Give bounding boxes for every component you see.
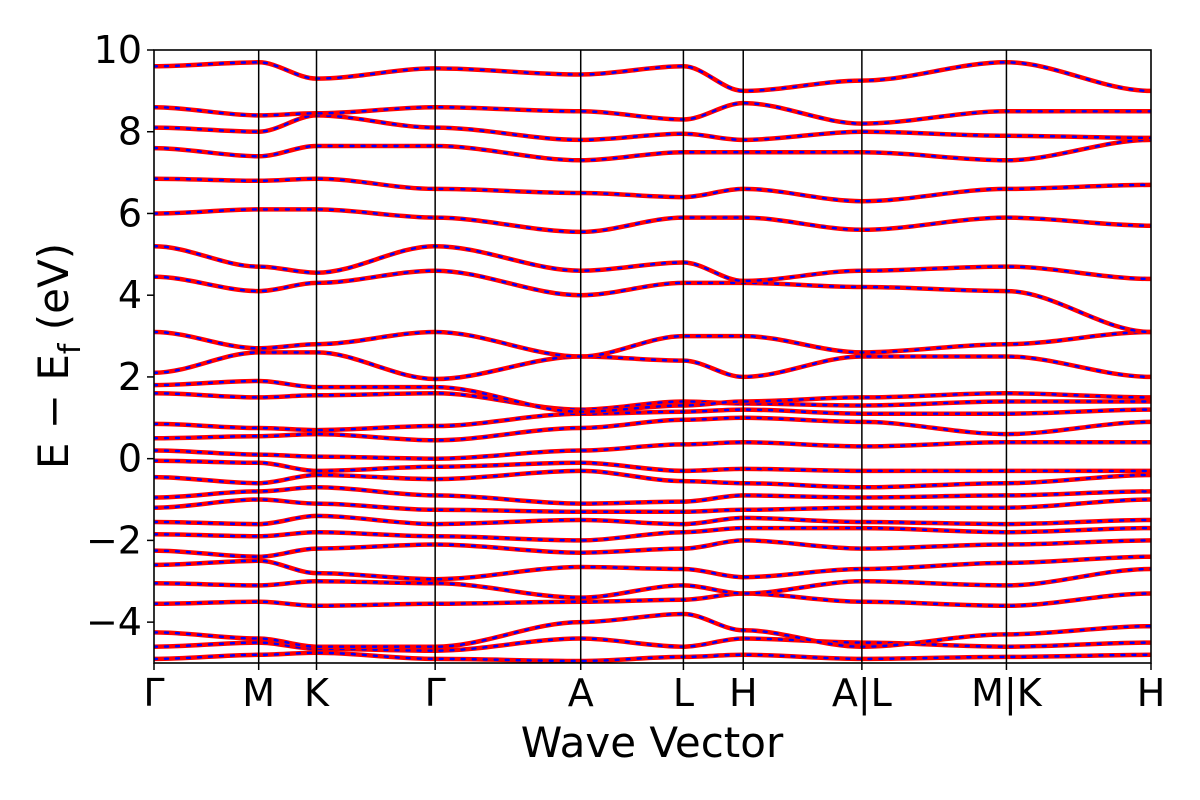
band-line-dotted: [154, 469, 1151, 489]
x-tick-label: H: [729, 671, 758, 715]
band-line-dotted: [154, 637, 1151, 652]
x-axis-ticks: Γ M K Γ A L H A|L M|K H: [143, 663, 1165, 716]
x-tick-label: A|L: [832, 671, 892, 716]
x-tick-label: K: [304, 671, 330, 715]
band-line-dotted: [154, 269, 1151, 334]
band-line-dotted: [154, 416, 1151, 442]
x-axis-title: Wave Vector: [521, 718, 784, 767]
y-tick-label: 4: [118, 273, 142, 317]
band-line-dotted: [154, 555, 1151, 581]
y-axis-title: E − Ef (eV): [29, 243, 88, 469]
band-line-dotted: [154, 592, 1151, 608]
x-tick-label: M|K: [971, 671, 1043, 716]
band-line-dotted: [154, 539, 1151, 558]
x-tick-label: Γ: [143, 671, 164, 715]
band-line-dotted: [154, 459, 1151, 473]
y-tick-label: 8: [118, 110, 142, 154]
x-tick-label: Γ: [425, 671, 446, 715]
band-line-dotted: [154, 114, 1151, 142]
band-line-dotted: [154, 101, 1151, 125]
band-line-solid: [154, 350, 1151, 382]
band-line-dotted: [154, 379, 1151, 413]
x-tick-label: A: [568, 671, 594, 715]
x-tick-label: H: [1137, 671, 1166, 715]
bands-layer: [154, 60, 1151, 663]
band-line-dotted: [154, 514, 1151, 526]
band-line-dotted: [154, 177, 1151, 203]
band-line-dotted: [154, 138, 1151, 162]
band-line-dotted: [154, 392, 1151, 411]
band-line-dotted: [154, 441, 1151, 460]
x-tick-label: M: [242, 671, 275, 715]
band-line-dotted: [154, 61, 1151, 93]
band-line-dotted: [154, 208, 1151, 234]
y-tick-label: −2: [86, 518, 142, 562]
y-tick-label: 6: [118, 191, 142, 235]
y-axis-title-prefix: E − E: [29, 354, 78, 469]
band-line-dotted: [154, 408, 1151, 432]
band-line-dotted: [154, 486, 1151, 505]
high-symmetry-lines: [257, 50, 1008, 663]
band-line-dotted: [154, 244, 1151, 283]
y-tick-label: 0: [118, 437, 142, 481]
plot-frame: [153, 49, 1152, 664]
y-tick-label: 2: [118, 355, 142, 399]
band-line-dotted: [154, 567, 1151, 599]
y-axis-title-suffix: (eV): [29, 243, 78, 344]
y-axis-ticks: 10 8 6 4 2 0 −2 −4: [86, 28, 154, 644]
band-line-dotted: [154, 651, 1151, 663]
band-line-dotted: [154, 612, 1151, 648]
y-axis-title-subscript: f: [53, 342, 88, 354]
band-line-dotted: [154, 526, 1151, 542]
y-tick-label: −4: [86, 600, 142, 644]
band-line-dotted: [154, 330, 1151, 358]
x-tick-label: L: [673, 671, 694, 715]
band-line-dotted: [154, 498, 1151, 514]
y-tick-label: 10: [94, 28, 142, 72]
